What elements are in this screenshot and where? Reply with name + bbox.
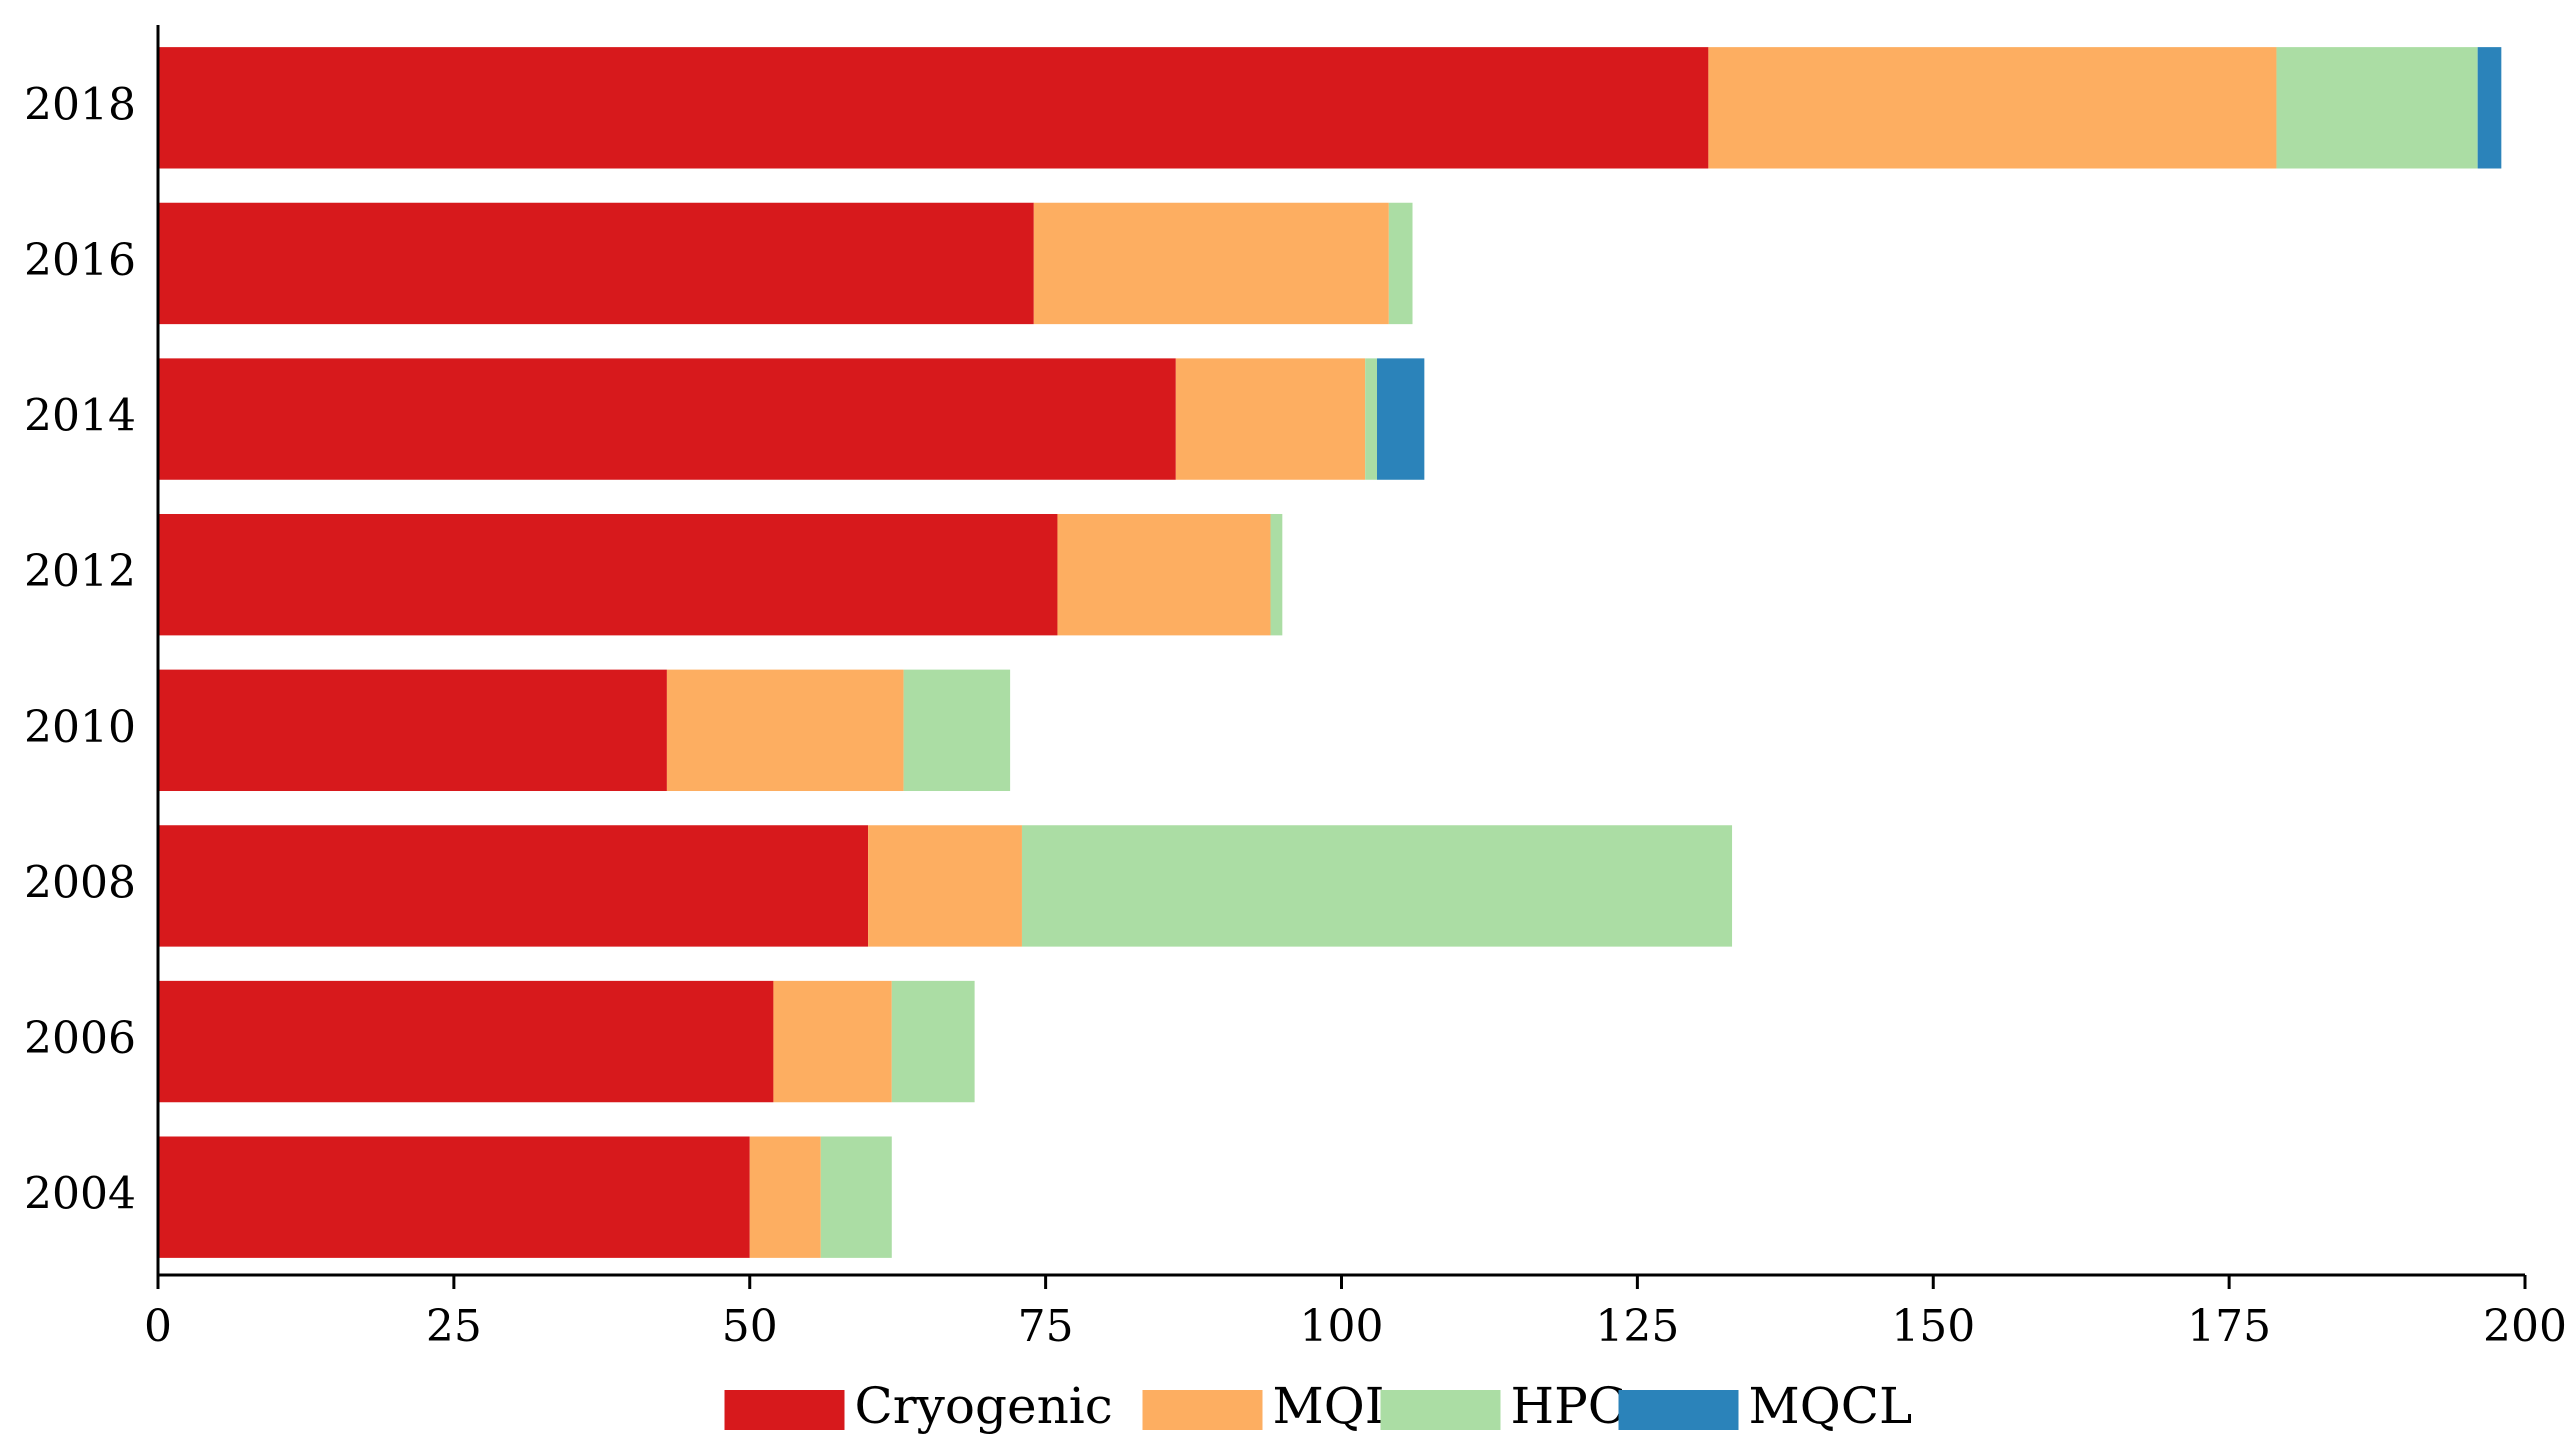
bar-hpc-2018 — [2276, 47, 2478, 169]
bar-cryogenic-2018 — [158, 47, 1709, 169]
bar-hpc-2010 — [903, 669, 1011, 792]
legend-label-mql: MQL — [1273, 1377, 1398, 1435]
x-tick-label-175: 175 — [2187, 1301, 2271, 1352]
x-tick-label-125: 125 — [1595, 1301, 1679, 1352]
bar-cryogenic-2004 — [158, 1136, 750, 1258]
bar-mql-2006 — [773, 980, 892, 1103]
bar-mql-2012 — [1057, 513, 1271, 636]
bar-cryogenic-2006 — [158, 980, 774, 1103]
x-tick-label-150: 150 — [1891, 1301, 1975, 1352]
y-tick-label-2018: 2018 — [24, 79, 136, 130]
bar-mqcl-2018 — [2477, 47, 2502, 169]
y-tick-label-2004: 2004 — [24, 1169, 136, 1220]
x-tick-label-100: 100 — [1300, 1301, 1384, 1352]
bar-hpc-2016 — [1388, 202, 1413, 325]
bar-mql-2004 — [749, 1136, 821, 1258]
x-axis-ticks: 0 25 50 75 100 125 150 175 200 — [144, 1275, 2567, 1352]
legend-swatch-cryogenic — [724, 1390, 845, 1430]
bar-mql-2008 — [868, 825, 1022, 947]
y-tick-label-2010: 2010 — [24, 702, 136, 753]
y-tick-label-2012: 2012 — [24, 546, 136, 597]
legend-label-cryogenic: Cryogenic — [855, 1377, 1113, 1435]
bar-cryogenic-2012 — [158, 513, 1058, 636]
bar-hpc-2008 — [1021, 825, 1733, 947]
bar-mql-2018 — [1708, 47, 2277, 169]
y-tick-label-2016: 2016 — [24, 235, 136, 286]
legend-swatch-mql — [1142, 1390, 1263, 1430]
y-tick-label-2008: 2008 — [24, 857, 136, 908]
bar-mql-2014 — [1175, 358, 1366, 480]
bar-cryogenic-2008 — [158, 825, 869, 947]
bar-cryogenic-2016 — [158, 202, 1034, 325]
bar-mql-2016 — [1033, 202, 1389, 325]
x-tick-label-75: 75 — [1018, 1301, 1074, 1352]
legend-swatch-mqcl — [1618, 1390, 1739, 1430]
bar-mql-2010 — [666, 669, 904, 792]
legend-swatch-hpc — [1380, 1390, 1501, 1430]
bars-layer — [158, 47, 2502, 1258]
bar-hpc-2014 — [1365, 358, 1378, 480]
bar-hpc-2012 — [1270, 513, 1283, 636]
legend-label-mqcl: MQCL — [1749, 1377, 1913, 1435]
x-tick-label-25: 25 — [426, 1301, 482, 1352]
x-tick-label-0: 0 — [144, 1301, 172, 1352]
x-tick-label-50: 50 — [722, 1301, 778, 1352]
y-tick-label-2014: 2014 — [24, 391, 136, 442]
y-tick-label-2006: 2006 — [24, 1013, 136, 1064]
bar-cryogenic-2010 — [158, 669, 667, 792]
bar-cryogenic-2014 — [158, 358, 1176, 480]
legend-label-hpc: HPC — [1511, 1377, 1627, 1435]
bar-hpc-2004 — [820, 1136, 892, 1258]
y-axis-ticks: 2018 2016 2014 2012 2010 2008 2006 2004 — [24, 79, 136, 1219]
bar-mqcl-2014 — [1377, 358, 1425, 480]
bar-hpc-2006 — [891, 980, 975, 1103]
x-tick-label-200: 200 — [2483, 1301, 2567, 1352]
legend: Cryogenic MQL HPC MQCL — [724, 1377, 1913, 1435]
